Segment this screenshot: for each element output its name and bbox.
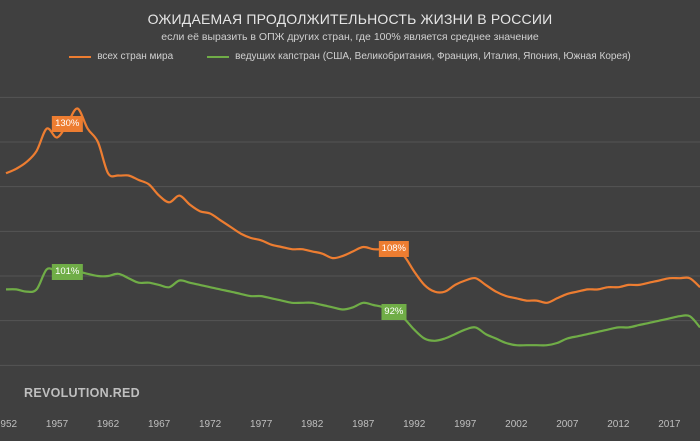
legend-swatch-capitalist [207,55,230,58]
x-tick-label: 2007 [556,419,579,430]
series-line-world [5,107,700,304]
x-tick-label: 1957 [45,419,69,430]
x-tick-label: 2012 [607,419,630,430]
data-label: 101% [52,263,83,280]
x-tick-label: 1982 [301,419,324,430]
legend-item-capitalist: ведущих капстран (США, Великобритания, Ф… [207,51,631,62]
legend-swatch-world [69,55,92,58]
x-tick-label: 1952 [0,419,18,430]
x-tick-label: 1972 [198,419,222,430]
data-label: 108% [378,241,409,258]
gridlines [0,96,700,366]
x-tick-label: 1962 [96,419,120,430]
x-tick-label: 1987 [352,419,375,430]
legend-label-capitalist: ведущих капстран (США, Великобритания, Ф… [235,51,631,62]
legend-item-world: всех стран мира [69,51,173,62]
legend-label-world: всех стран мира [97,51,174,62]
legend: всех стран мира ведущих капстран (США, В… [0,51,700,62]
series-line-capitalist [5,267,700,347]
data-label: 130% [52,116,83,133]
data-label: 92% [381,303,407,320]
chart-title: ОЖИДАЕМАЯ ПРОДОЛЖИТЕЛЬНОСТЬ ЖИЗНИ В РОСС… [147,11,553,27]
chart-subtitle: если её выразить в ОПЖ других стран, где… [161,31,539,43]
x-tick-label: 2002 [505,419,528,430]
series-lines [5,107,700,347]
x-tick-label: 1977 [250,419,273,430]
logo: REVOLUTION.RED [24,386,141,400]
x-tick-label: 1967 [147,419,171,430]
x-tick-label: 2017 [658,419,681,430]
x-tick-label: 1992 [403,419,426,430]
x-tick-label: 1997 [454,419,477,430]
